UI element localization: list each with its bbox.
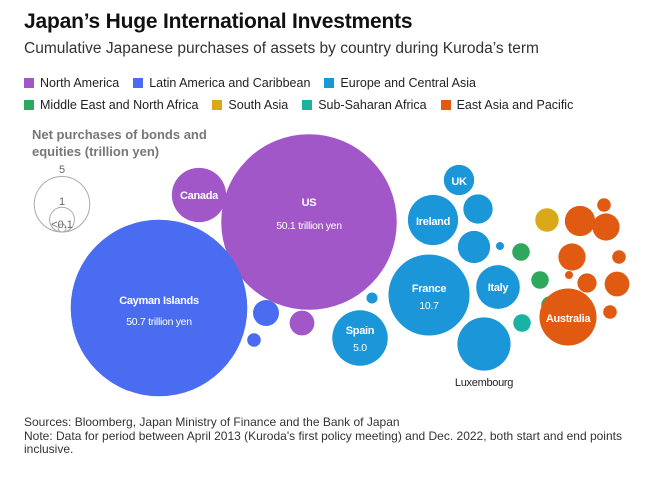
bubble-east-asia-and-pacific-22 [564,205,596,237]
bubble-canada [171,167,227,223]
bubble-label-ireland: Ireland [416,216,450,228]
legend-item-east-asia: East Asia and Pacific [440,94,574,116]
chart-footer: Sources: Bloomberg, Japan Ministry of Fi… [24,415,639,457]
legend-swatch [324,78,335,88]
legend-item-sub-saharan: Sub-Saharan Africa [302,94,427,116]
bubble-europe-and-central-asia-13 [457,230,491,264]
legend-item-north-america: North America [24,72,119,94]
bubble-label-australia: Australia [546,313,592,325]
size-legend-label: <0.1 [51,219,73,231]
bubble-italy [476,265,520,309]
legend-label: East Asia and Pacific [456,98,574,112]
bubble-east-asia-and-pacific-30 [565,271,573,279]
bubble-middle-east-and-north-africa-17 [531,271,549,289]
bubble-label-france: France [412,283,446,295]
legend-label: Sub-Saharan Africa [318,98,427,112]
bubble-europe-and-central-asia-14 [496,242,504,250]
bubble-value-us: 50.1 trillion yen [276,220,342,232]
bubble-north-america-2 [289,310,315,336]
bubble-latin-america-and-caribbean-5 [247,333,261,347]
bubble-east-asia-and-pacific-27 [597,198,611,212]
bubble-luxembourg [457,317,511,371]
legend-label: Europe and Central Asia [340,76,476,90]
legend-swatch [302,100,313,110]
legend-item-south-asia: South Asia [212,94,288,116]
bubble-label-uk: UK [451,176,467,188]
size-legend-title-line1: Net purchases of bonds and [32,127,207,142]
legend-item-latin-america: Latin America and Caribbean [133,72,310,94]
bubble-east-asia-and-pacific-29 [603,305,617,319]
bubble-cayman-islands [70,219,248,397]
sources-text: Sources: Bloomberg, Japan Ministry of Fi… [24,415,400,429]
bubble-value-france: 10.7 [419,300,439,312]
region-legend: North America Latin America and Caribbea… [24,72,634,116]
bubble-middle-east-and-north-africa-16 [512,243,530,261]
bubble-east-asia-and-pacific-23 [558,243,586,271]
legend-label: South Asia [228,98,289,112]
bubble-east-asia-and-pacific-28 [612,250,626,264]
bubble-label-cayman-islands: Cayman Islands [119,295,199,307]
legend-label: North America [40,76,120,90]
bubble-europe-and-central-asia-15 [366,292,378,304]
bubble-label-us: US [302,197,317,209]
chart-subtitle: Cumulative Japanese purchases of assets … [24,40,539,57]
legend-swatch [440,100,451,110]
bubble-value-cayman-islands: 50.7 trillion yen [126,316,192,328]
size-legend-label: 5 [59,164,65,176]
bubble-ireland [407,194,459,246]
size-legend-title: Net purchases of bonds and equities (tri… [32,126,232,160]
legend-swatch [24,100,34,110]
size-legend-title-line2: equities (trillion yen) [32,144,160,159]
bubble-sub-saharan-africa-20 [513,314,531,332]
bubble-latin-america-and-caribbean-4 [252,299,280,327]
bubble-south-asia-19 [535,208,559,232]
bubble-australia [539,288,597,346]
bubble-europe-and-central-asia-12 [463,194,493,224]
legend-item-middle-east: Middle East and North Africa [24,94,198,116]
size-legend-label: 1 [59,196,65,208]
bubble-east-asia-and-pacific-26 [577,273,597,293]
bubble-value-spain: 5.0 [353,342,367,354]
bubble-spain [332,310,388,366]
bubble-uk [443,164,475,196]
legend-swatch [24,78,34,88]
bubble-france [388,254,470,336]
bubble-label-canada: Canada [180,190,219,202]
bubble-east-asia-and-pacific-24 [592,213,620,241]
legend-label: Latin America and Caribbean [149,76,311,90]
bubble-label-luxembourg: Luxembourg [455,377,513,389]
bubble-label-spain: Spain [346,325,375,337]
legend-item-europe: Europe and Central Asia [324,72,476,94]
chart-title: Japan’s Huge International Investments [24,10,413,33]
legend-label: Middle East and North Africa [40,98,199,112]
bubble-us [221,134,397,310]
bubble-east-asia-and-pacific-25 [604,271,630,297]
note-text: Note: Data for period between April 2013… [24,428,622,456]
legend-swatch [133,78,144,88]
legend-swatch [212,100,223,110]
bubble-label-italy: Italy [488,282,510,294]
size-legend-circle [57,223,67,233]
